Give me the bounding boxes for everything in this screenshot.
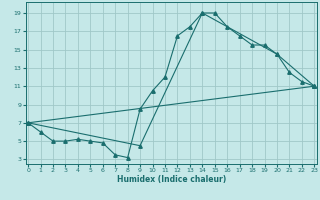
X-axis label: Humidex (Indice chaleur): Humidex (Indice chaleur) <box>116 175 226 184</box>
